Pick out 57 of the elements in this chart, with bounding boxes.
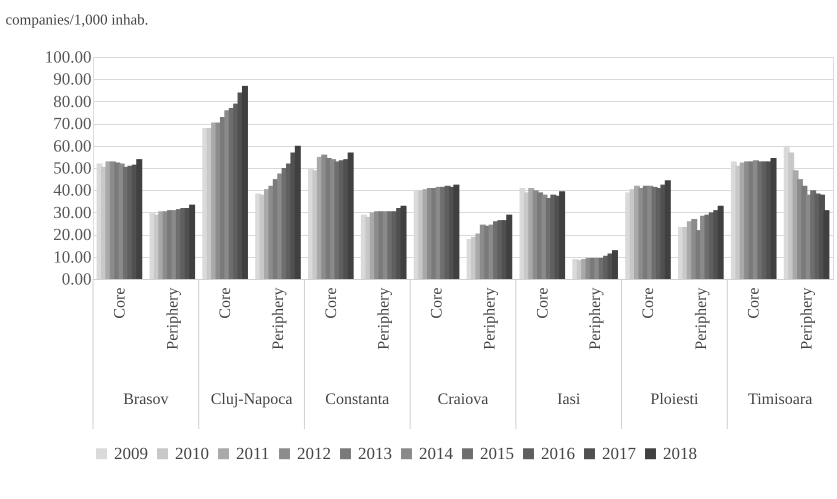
y-tick-label: 70.00 — [53, 114, 92, 134]
y-tick-label: 90.00 — [53, 70, 92, 89]
legend-label: 2016 — [541, 444, 575, 463]
y-tick-label: 20.00 — [53, 225, 92, 244]
x-tick-label: Core — [217, 288, 234, 319]
legend-label: 2010 — [175, 444, 209, 463]
bar — [348, 152, 354, 279]
y-axis-title: companies/1,000 inhab. — [6, 12, 148, 28]
text: Cluj-Napoca — [210, 391, 292, 408]
bar — [400, 206, 407, 279]
bar — [506, 214, 512, 279]
legend-label: 2017 — [602, 444, 636, 463]
bar — [823, 210, 830, 279]
bar — [242, 86, 248, 279]
x-tick-label: Core — [322, 288, 340, 319]
x-tick-label: Core — [534, 288, 552, 319]
y-tick-label: 60.00 — [53, 136, 92, 156]
bar — [453, 184, 460, 279]
legend-label: 2015 — [480, 444, 514, 463]
text: Ploiesti — [650, 391, 699, 408]
text: Timisoara — [748, 391, 812, 408]
text: Brasov — [123, 391, 169, 408]
bar — [718, 206, 724, 279]
legend-label: 2011 — [236, 444, 270, 463]
bar — [136, 159, 142, 279]
text: Craiova — [438, 391, 488, 408]
x-tick-label: Core — [428, 288, 446, 319]
x-tick-label: Core — [111, 288, 128, 319]
y-tick-label: 10.00 — [53, 247, 92, 266]
y-tick-label: 100.00 — [44, 48, 92, 66]
x-tick-label: Periphery — [164, 288, 182, 350]
bar — [770, 158, 777, 279]
legend-label: 2014 — [419, 444, 454, 463]
legend-label: 2013 — [358, 444, 392, 463]
bar — [189, 204, 196, 279]
y-tick-label: 50.00 — [53, 158, 92, 178]
x-tick-label: Periphery — [798, 288, 816, 350]
x-tick-label: Periphery — [587, 288, 604, 350]
x-tick-label: Periphery — [376, 288, 393, 350]
y-tick-label: 80.00 — [53, 92, 92, 111]
bar — [294, 146, 301, 279]
legend-label: 2018 — [663, 444, 697, 463]
y-tick-label: 30.00 — [53, 202, 92, 222]
text: Constanta — [325, 391, 390, 408]
x-tick-label: Periphery — [270, 288, 287, 350]
y-tick-label: 40.00 — [53, 180, 92, 200]
x-tick-label: Periphery — [692, 288, 710, 350]
legend-label: 2009 — [114, 444, 148, 463]
text: Iasi — [557, 391, 581, 408]
bar — [664, 180, 671, 279]
legend-label: 2012 — [297, 444, 331, 463]
x-tick-label: Core — [746, 288, 763, 319]
bar — [559, 191, 566, 279]
y-tick-label: 0.00 — [62, 270, 92, 288]
x-tick-label: Periphery — [481, 288, 498, 350]
x-tick-label: Core — [640, 288, 657, 319]
bar — [612, 250, 618, 279]
